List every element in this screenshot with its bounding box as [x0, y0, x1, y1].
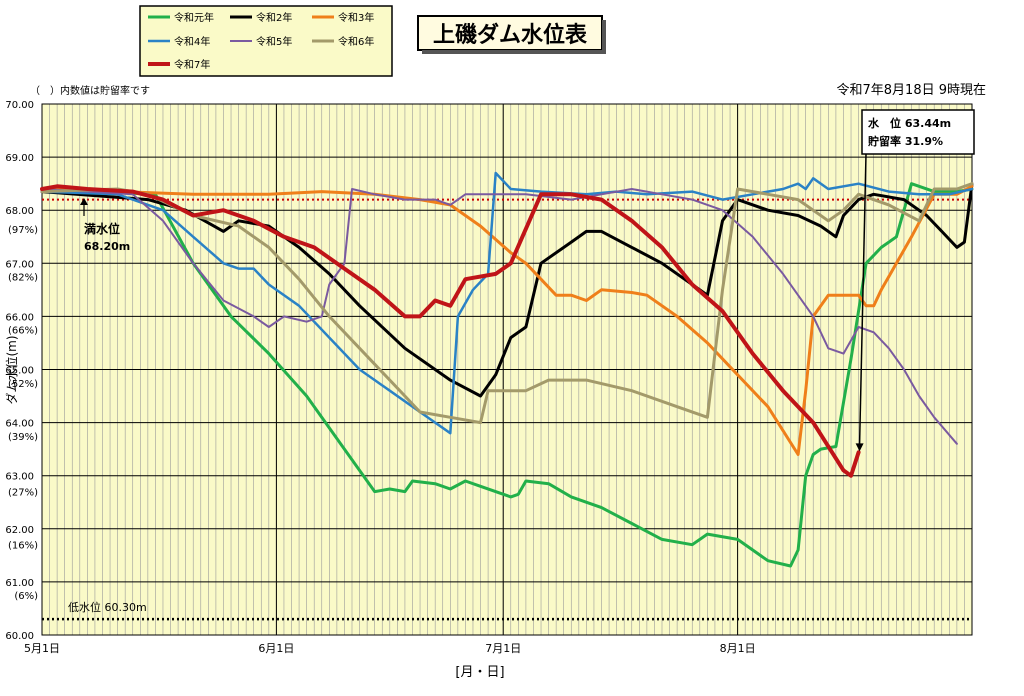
- y-tick-label: 67.00: [5, 259, 34, 270]
- series-lines: [40, 171, 974, 568]
- y-tick-label: 69.00: [5, 153, 34, 164]
- storage-rate-label: (39%): [8, 432, 38, 443]
- storage-rate-label: (66%): [8, 326, 38, 337]
- series-line-令和7年: [40, 184, 861, 478]
- y-axis-tick-labels: 60.00 61.00 62.00 63.00 64.00 65.00 66.00 67.00…: [5, 100, 34, 642]
- timestamp: 令和7年8月18日 9時現在: [837, 83, 987, 98]
- x-tick-label: 5月1日: [24, 642, 60, 655]
- y-tick-label: 61.00: [5, 578, 34, 589]
- legend-label: 令和4年: [174, 35, 210, 48]
- y-tick-label: 60.00: [5, 631, 34, 642]
- storage-rate-label: (97%): [8, 225, 38, 236]
- x-tick-label: 6月1日: [258, 642, 294, 655]
- storage-note: （ ）内数値は貯留率です: [30, 84, 150, 97]
- x-tick-label: 8月1日: [720, 642, 756, 655]
- series-line-令和5年: [41, 188, 958, 445]
- full-level-label: 満水位: [84, 221, 120, 236]
- storage-rate-labels: (97%) (82%) (66%) (52%) (39%) (27%) (16%) (6%): [8, 225, 38, 602]
- legend-label: 令和5年: [256, 35, 292, 48]
- full-level-arrowhead: [80, 198, 88, 205]
- series-line-令和6年: [40, 182, 974, 425]
- callout-pointer-line: [858, 153, 867, 445]
- annotations: 満水位 68.20m 低水位 60.30m 水 位 63.44m 貯留率 31.9%: [68, 109, 975, 614]
- callout-arrowhead: [855, 443, 864, 452]
- y-tick-label: 63.00: [5, 472, 34, 483]
- legend-label: 令和7年: [174, 58, 210, 71]
- y-tick-label: 70.00: [5, 100, 34, 111]
- series-line-令和3年: [40, 184, 974, 456]
- series-line-令和2年: [40, 182, 974, 398]
- y-tick-label: 64.00: [5, 419, 34, 430]
- storage-rate-label: (27%): [8, 488, 38, 499]
- full-level-value: 68.20m: [84, 240, 130, 253]
- y-tick-label: 66.00: [5, 312, 34, 323]
- chart-title-box: 上磯ダム水位表: [417, 15, 606, 54]
- legend-label: 令和2年: [256, 11, 292, 24]
- reference-lines: [42, 198, 972, 621]
- series-line-令和元年: [40, 182, 974, 568]
- y-tick-label: 65.00: [5, 366, 34, 377]
- y-tick-label: 62.00: [5, 525, 34, 536]
- legend-label: 令和6年: [338, 35, 374, 48]
- callout-storage-rate: 貯留率 31.9%: [868, 134, 943, 148]
- storage-rate-label: (6%): [14, 591, 38, 602]
- series-line-令和4年: [40, 171, 974, 435]
- x-axis-tick-labels: 5月1日 6月1日 7月1日 8月1日: [24, 642, 756, 655]
- x-axis-label: [月・日]: [455, 665, 504, 680]
- legend-label: 令和元年: [174, 11, 214, 24]
- callout-water-level: 水 位 63.44m: [868, 116, 951, 130]
- y-axis-label: ダム水位(m): [4, 335, 19, 404]
- low-level-label: 低水位 60.30m: [68, 600, 147, 614]
- legend-label: 令和3年: [338, 11, 374, 24]
- storage-rate-label: (52%): [8, 379, 38, 390]
- chart-title: 上磯ダム水位表: [433, 22, 588, 48]
- storage-rate-label: (82%): [8, 273, 38, 284]
- x-tick-label: 7月1日: [485, 642, 521, 655]
- current-value-callout: [861, 109, 975, 155]
- y-tick-label: 68.00: [5, 206, 34, 217]
- major-gridlines: [41, 103, 972, 636]
- storage-rate-label: (16%): [8, 541, 38, 552]
